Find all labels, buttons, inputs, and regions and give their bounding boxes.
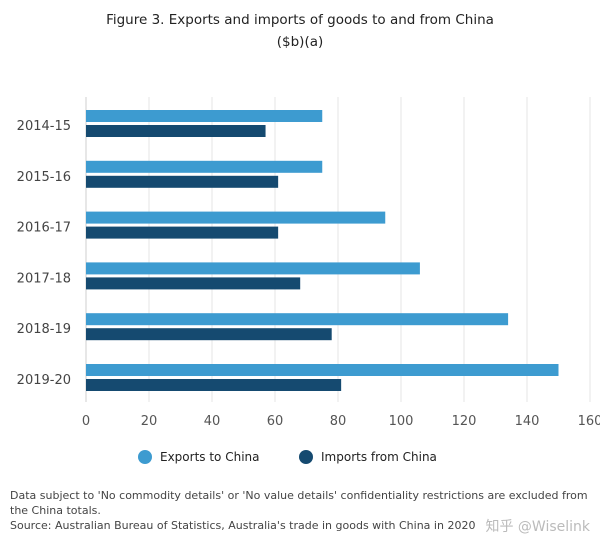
- legend: Exports to China Imports from China: [0, 450, 600, 470]
- x-tick-label: 20: [141, 414, 158, 429]
- legend-item-exports: Exports to China: [138, 450, 260, 464]
- bar-imports: [86, 328, 332, 341]
- y-tick-label: 2017-18: [17, 271, 71, 286]
- x-tick-label: 160: [578, 414, 600, 429]
- legend-item-imports: Imports from China: [299, 450, 437, 464]
- y-tick-label: 2014-15: [17, 119, 71, 134]
- y-tick-label: 2019-20: [17, 373, 71, 388]
- x-tick-label: 60: [267, 414, 284, 429]
- footnote: Data subject to 'No commodity details' o…: [10, 488, 595, 533]
- y-tick-label: 2016-17: [17, 221, 71, 236]
- chart-title: Figure 3. Exports and imports of goods t…: [106, 12, 494, 28]
- legend-label-exports: Exports to China: [160, 450, 260, 464]
- bar-exports: [86, 160, 323, 173]
- bar-chart: 0 20 40 60 80 100 120 140 160 2014-15 2015-16 2016-…: [17, 97, 600, 429]
- legend-label-imports: Imports from China: [321, 450, 437, 464]
- y-tick-label: 2018-19: [17, 322, 71, 337]
- x-tick-label: 140: [515, 414, 540, 429]
- watermark: 知乎 @Wiselink: [485, 519, 590, 535]
- y-tick-label: 2015-16: [17, 170, 71, 185]
- bar-exports: [86, 364, 559, 376]
- bar-exports: [86, 110, 323, 122]
- bar-imports: [86, 175, 279, 188]
- bar-exports: [86, 262, 420, 275]
- chart-subtitle: ($b)(a): [276, 34, 324, 50]
- bar-exports: [86, 211, 386, 224]
- bar-imports: [86, 379, 342, 391]
- footnote-text: Data subject to 'No commodity details' o…: [10, 489, 588, 517]
- x-tick-label: 0: [82, 414, 90, 429]
- legend-marker-imports: [299, 450, 313, 464]
- x-tick-label: 40: [204, 414, 221, 429]
- x-tick-label: 100: [389, 414, 414, 429]
- legend-marker-exports: [138, 450, 152, 464]
- x-tick-label: 120: [452, 414, 477, 429]
- bar-imports: [86, 125, 266, 137]
- source-text: Source: Australian Bureau of Statistics,…: [10, 519, 476, 532]
- bar-imports: [86, 277, 301, 290]
- x-tick-label: 80: [330, 414, 347, 429]
- bar-exports: [86, 313, 509, 326]
- bar-imports: [86, 226, 279, 239]
